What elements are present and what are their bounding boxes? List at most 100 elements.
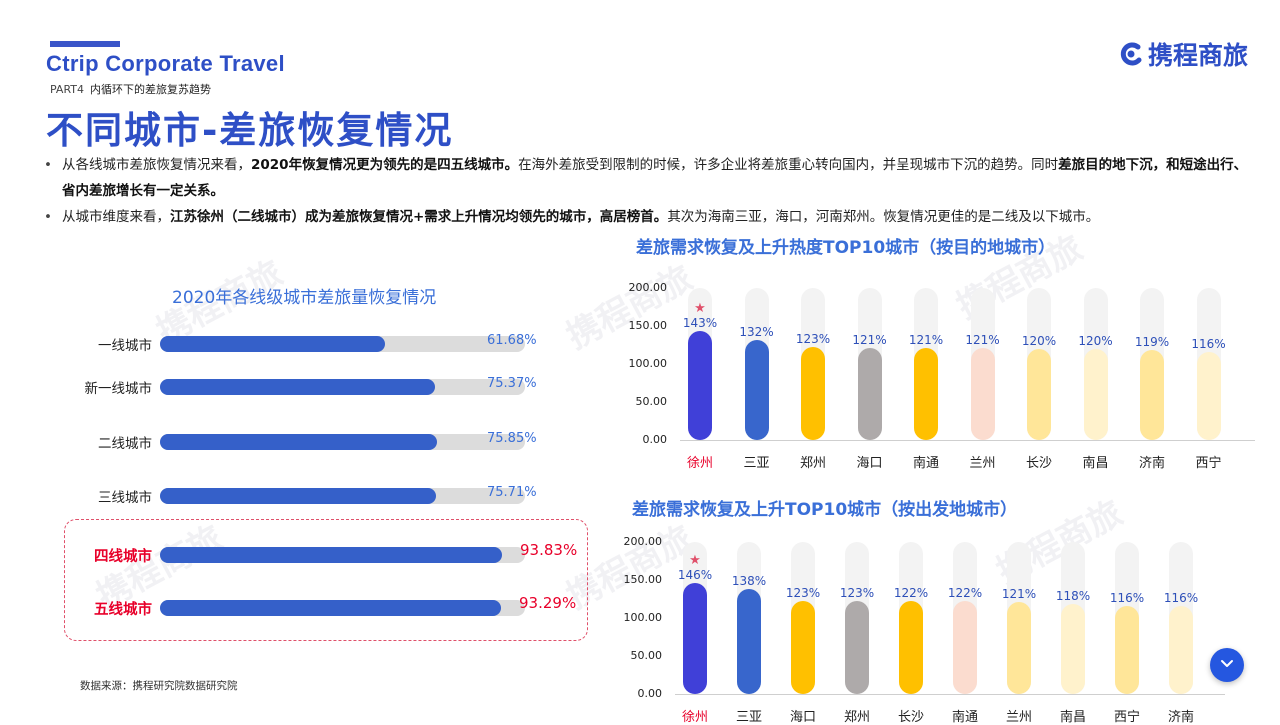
part-tag: PART4 xyxy=(50,83,85,96)
left-chart-title: 2020年各线级城市差旅量恢复情况 xyxy=(172,288,437,308)
bar-value-label: 122% xyxy=(947,586,983,601)
bullet-bold-part: 差旅目的地下沉，和短途出行、省内差旅增长有一定关系。 xyxy=(62,157,1248,199)
bar xyxy=(914,348,938,440)
bullet-text-part: 其次为海南三亚，海口，河南郑州。恢复情况更佳的是二线及以下城市。 xyxy=(667,209,1100,225)
x-axis-category-label: 南通 xyxy=(951,710,978,725)
bar-value-label: 123% xyxy=(839,585,875,600)
bar xyxy=(845,600,869,694)
scroll-down-button[interactable] xyxy=(1210,648,1244,682)
bar xyxy=(1196,351,1221,440)
bar-value-label: 119% xyxy=(1134,334,1170,349)
bar-fill xyxy=(160,379,435,395)
y-axis-tick-label: 0.00 xyxy=(642,433,668,446)
x-axis-category-label: 兰州 xyxy=(969,456,996,471)
bar-value-label: 61.68% xyxy=(487,333,537,348)
departure-chart-title: 差旅需求恢复及上升TOP10城市（按出发地城市） xyxy=(632,500,1018,520)
bar-value-label: 116% xyxy=(1163,590,1199,605)
x-axis-category-label: 海口 xyxy=(789,710,816,725)
summary-bullets: • 从各线城市差旅恢复情况来看，2020年恢复情况更为领先的是四五线城市。在海外… xyxy=(44,152,1249,230)
x-axis-category-label: 长沙 xyxy=(897,710,924,725)
highlight-box xyxy=(64,519,588,641)
bullet-text-part: 从各线城市差旅恢复情况来看， xyxy=(62,157,251,173)
part-title: 内循环下的差旅复苏趋势 xyxy=(90,83,212,96)
y-axis-tick-label: 50.00 xyxy=(630,649,663,662)
bar xyxy=(857,348,882,440)
bar xyxy=(1027,348,1051,440)
x-axis-category-label: 南通 xyxy=(912,456,939,471)
bullet-text-part: 从城市维度来看， xyxy=(62,209,170,225)
bar-row: 一线城市 61.68% xyxy=(0,332,600,356)
bar-category-label: 新一线城市 xyxy=(84,381,153,397)
bar-fill xyxy=(160,600,501,616)
bullet-item: • 从各线城市差旅恢复情况来看，2020年恢复情况更为领先的是四五线城市。在海外… xyxy=(44,152,1249,204)
bar-value-label: 121% xyxy=(1001,587,1037,602)
logo-text: 携程商旅 xyxy=(1147,41,1248,70)
bar-row: 五线城市 93.29% xyxy=(0,594,600,620)
bar xyxy=(899,601,923,694)
y-axis-tick-label: 100.00 xyxy=(628,357,668,370)
bullet-text: 从各线城市差旅恢复情况来看，2020年恢复情况更为领先的是四五线城市。在海外差旅… xyxy=(62,152,1249,204)
bar-value-label: 143% xyxy=(682,316,718,331)
bar-value-label: 116% xyxy=(1109,590,1145,605)
bar-row: 三线城市 75.71% xyxy=(0,484,600,508)
brand-english-name: Ctrip Corporate Travel xyxy=(46,51,285,76)
bullet-bold-part: 2020年恢复情况更为领先的是四五线城市。 xyxy=(251,157,519,173)
bar xyxy=(970,348,995,440)
x-axis-category-label: 南昌 xyxy=(1059,710,1086,725)
y-axis-tick-label: 0.00 xyxy=(637,687,663,700)
bar-fill xyxy=(160,336,385,352)
x-axis-category-label: 徐州 xyxy=(686,456,713,471)
bar-category-label: 四线城市 xyxy=(94,549,152,565)
x-axis-category-label: 三亚 xyxy=(743,456,770,471)
bullet-dot-icon: • xyxy=(44,209,52,225)
x-axis-category-label: 西宁 xyxy=(1113,710,1140,725)
bar xyxy=(744,339,769,440)
page-title: 不同城市-差旅恢复情况 xyxy=(46,109,454,152)
destination-chart-title: 差旅需求恢复及上升热度TOP10城市（按目的地城市） xyxy=(636,238,1056,258)
accent-bar xyxy=(50,41,120,47)
departure-top10-chart: 200.00 150.00 100.00 50.00 0.00 146% 徐州 ★ 138% 三亚… xyxy=(600,0,1280,725)
x-axis-category-label: 郑州 xyxy=(799,456,826,471)
data-source-note: 数据来源：携程研究院数据研究院 xyxy=(80,680,238,692)
bar xyxy=(953,601,977,694)
bar-fill xyxy=(160,547,502,563)
bar xyxy=(1061,604,1085,694)
bar xyxy=(791,600,815,694)
x-axis-category-label: 南昌 xyxy=(1082,456,1109,471)
bar-value-label: 75.71% xyxy=(487,485,537,500)
bar-category-label: 二线城市 xyxy=(98,436,152,452)
bar-value-label: 121% xyxy=(965,333,1000,348)
bar-fill xyxy=(160,434,437,450)
bullet-text: 从城市维度来看，江苏徐州（二线城市）成为差旅恢复情况+需求上升情况均领先的城市，… xyxy=(62,204,1099,230)
bar-category-label: 三线城市 xyxy=(98,490,152,506)
x-axis-category-label: 徐州 xyxy=(681,710,708,725)
bar-category-label: 五线城市 xyxy=(94,602,152,618)
y-axis-tick-label: 150.00 xyxy=(628,319,668,332)
x-axis-category-label: 长沙 xyxy=(1025,456,1052,471)
section-subtitle: PART4 内循环下的差旅复苏趋势 xyxy=(50,81,211,97)
brand-logo: 携程商旅 xyxy=(1118,36,1248,72)
bar-value-label: 120% xyxy=(1078,333,1113,348)
y-axis-tick-label: 200.00 xyxy=(628,281,668,294)
bullet-item: • 从城市维度来看，江苏徐州（二线城市）成为差旅恢复情况+需求上升情况均领先的城… xyxy=(44,204,1249,230)
bar xyxy=(737,589,761,694)
bar-value-label: 93.29% xyxy=(519,594,577,612)
ctrip-logo-icon xyxy=(1118,41,1144,67)
destination-top10-chart: 200.00 150.00 100.00 50.00 0.00 143% 徐州 ★ 132% 三亚… xyxy=(600,0,1280,720)
x-axis-line xyxy=(680,440,1255,441)
star-icon: ★ xyxy=(694,301,706,317)
bar-value-label: 132% xyxy=(739,324,774,339)
bar-fill xyxy=(160,488,436,504)
bar-value-label: 93.83% xyxy=(520,541,578,559)
chevron-down-icon xyxy=(1219,655,1235,675)
x-axis-category-label: 海口 xyxy=(856,456,883,471)
bar xyxy=(1115,605,1139,694)
bullet-bold-part: 江苏徐州（二线城市）成为差旅恢复情况+需求上升情况均领先的城市，高居榜首。 xyxy=(170,209,668,225)
bar xyxy=(683,583,707,694)
bar-value-label: 118% xyxy=(1055,589,1091,604)
bar-value-label: 138% xyxy=(731,574,767,589)
bar-value-label: 146% xyxy=(677,568,713,583)
bar xyxy=(1140,349,1164,440)
bar-row: 四线城市 93.83% xyxy=(0,541,600,567)
y-axis-tick-label: 50.00 xyxy=(635,395,668,408)
